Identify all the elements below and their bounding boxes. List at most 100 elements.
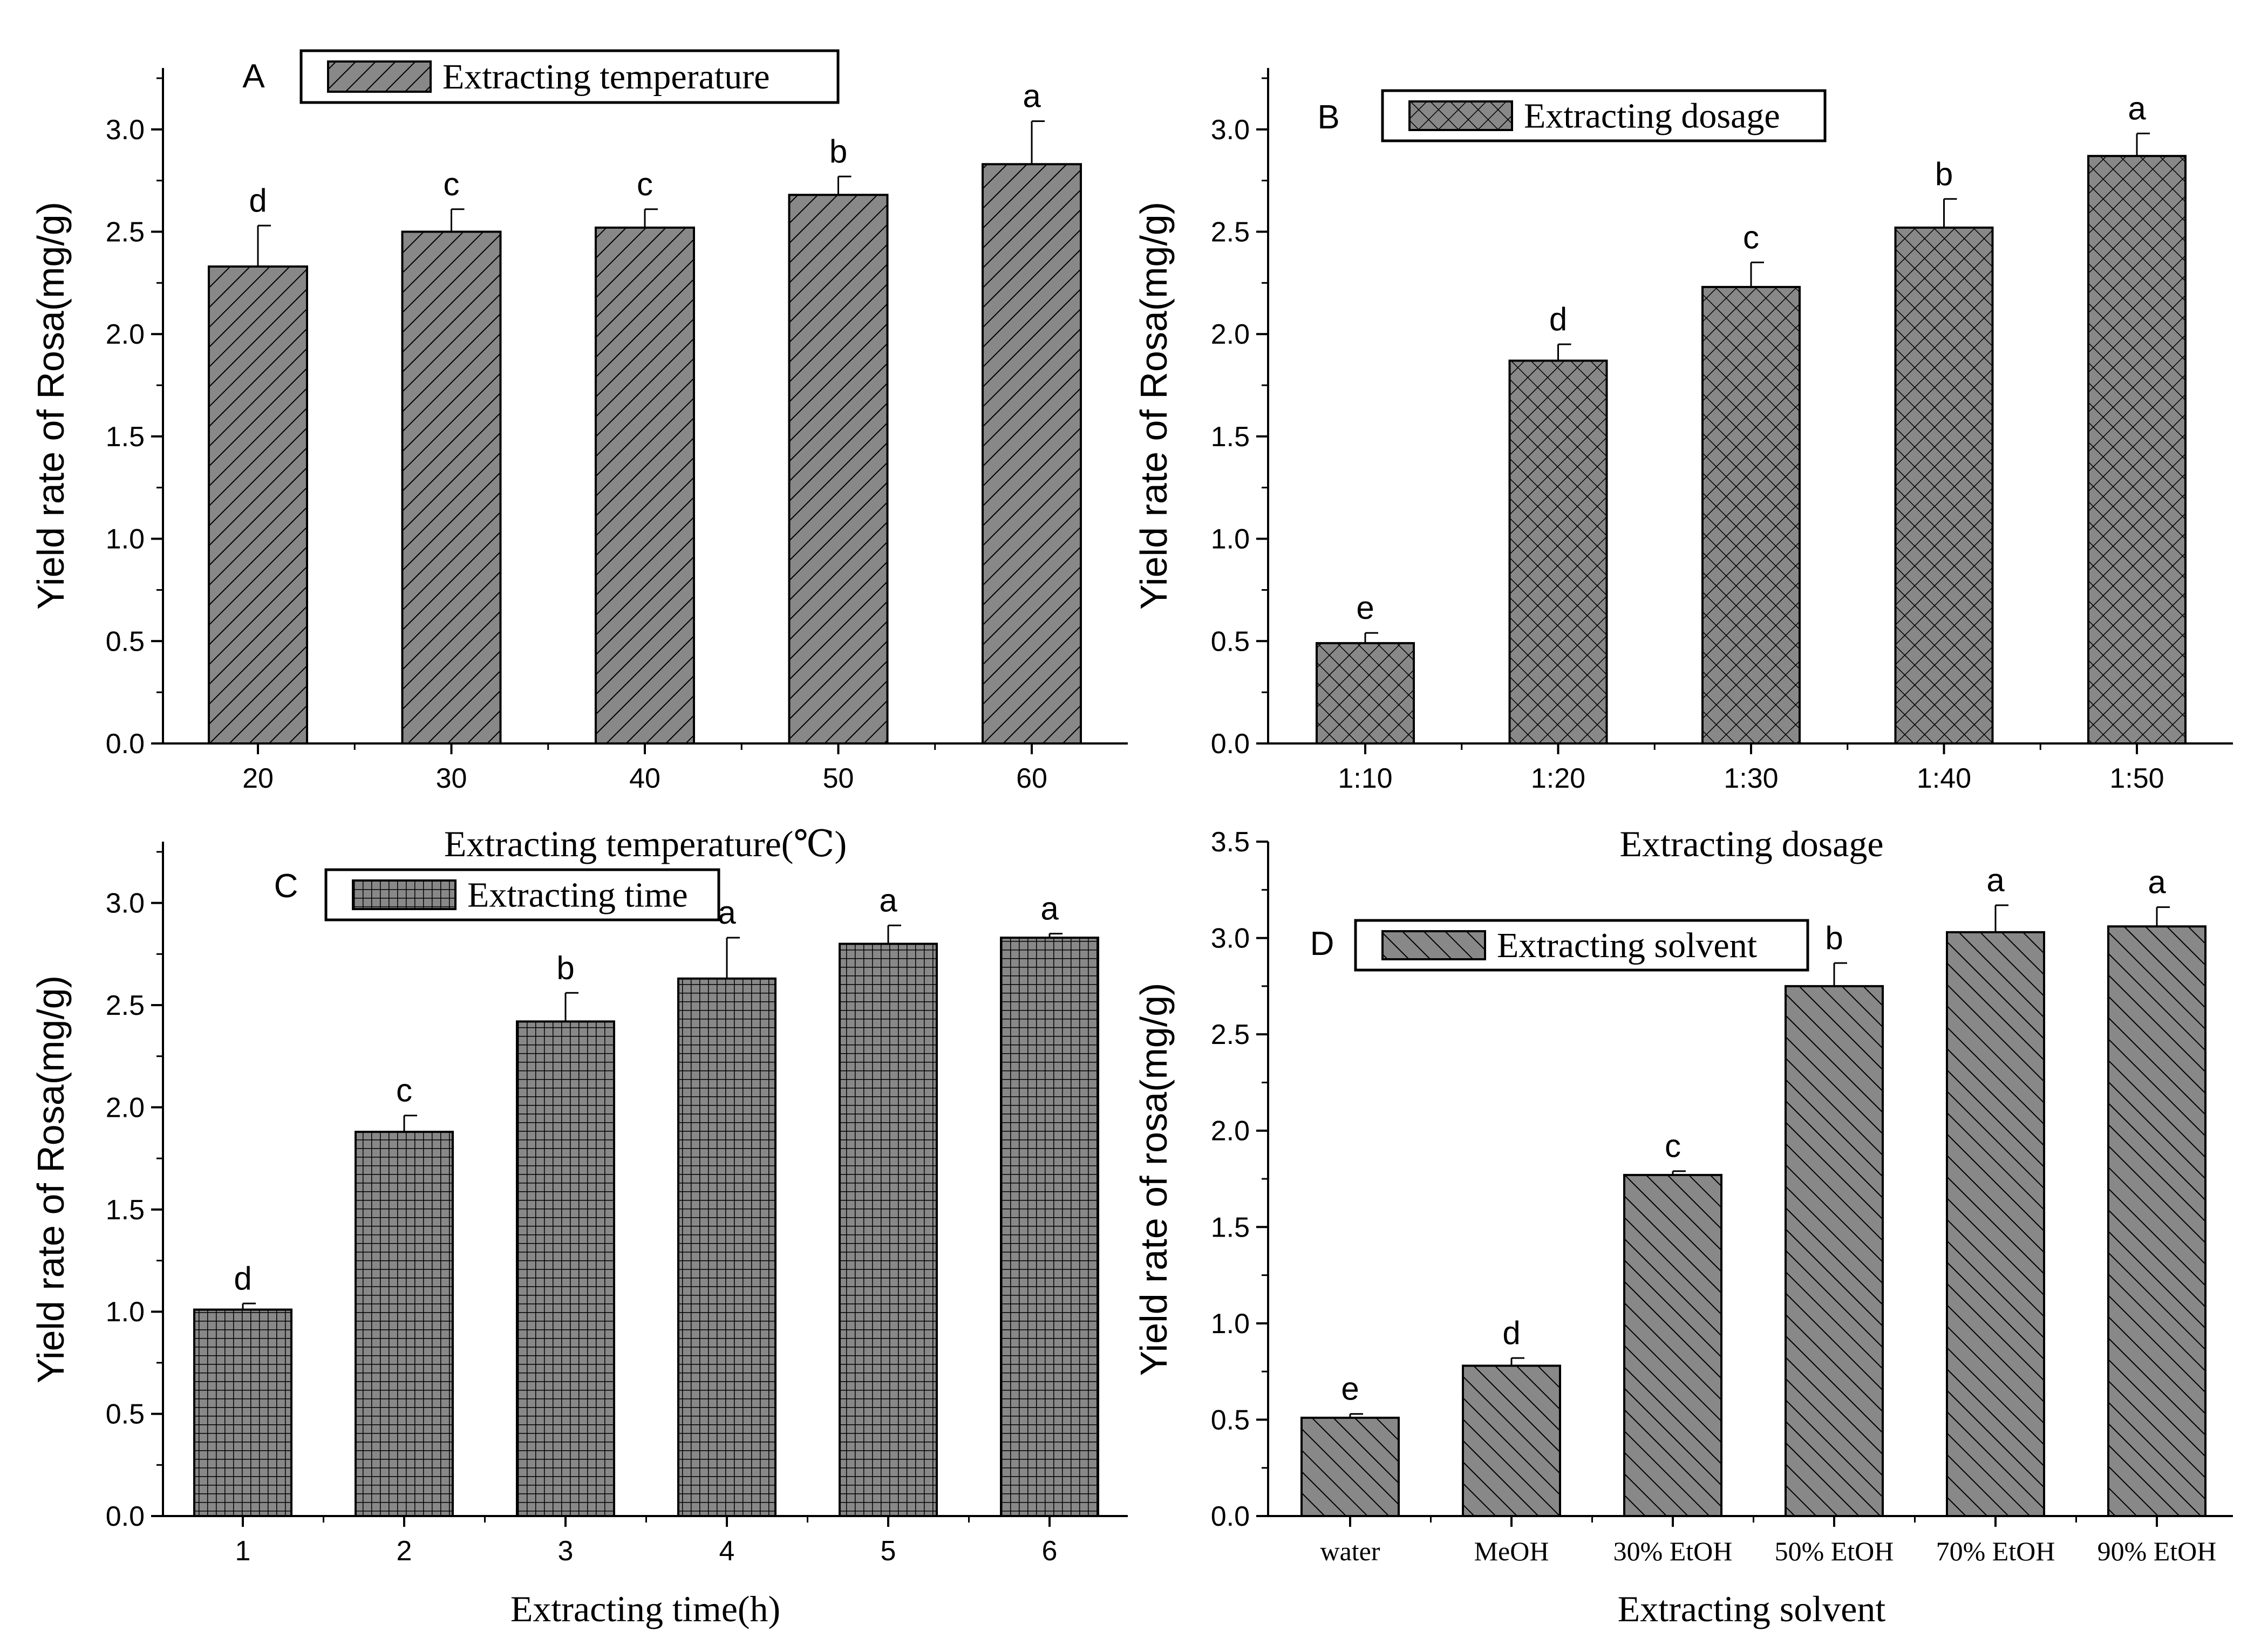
panel-d-y-tick-label-3: 1.5	[1211, 1212, 1250, 1243]
panel-d-legend-label: Extracting solvent	[1497, 926, 1757, 965]
panel-c-chart: d c b a a a 0.0 0.5 1.0 1.5 2.0 2.5 3.0 1 2 3 4 5 6 Extra…	[30, 842, 1128, 1629]
panel-d-significance-label-0: e	[1341, 1371, 1359, 1407]
panel-d-bar-0	[1300, 1416, 1400, 1518]
panel-b-bars: e d c b a	[1316, 90, 2187, 745]
panel-d-y-tick-label-1: 0.5	[1211, 1404, 1250, 1436]
panel-d-x-axis-title: Extracting solvent	[1618, 1588, 1886, 1629]
panel-c-x-tick-label-0: 1	[235, 1535, 251, 1567]
panel-d-significance-label-5: a	[2148, 864, 2166, 900]
panel-d-significance-label-3: b	[1825, 920, 1843, 956]
panel-b-legend-swatch	[1408, 100, 1513, 131]
panel-b-y-tick-label-1: 0.5	[1211, 626, 1250, 657]
panel-a-letter: A	[242, 58, 265, 95]
panel-d-y-tick-label-0: 0.0	[1211, 1501, 1250, 1532]
panel-b-bar-3	[1894, 226, 1994, 745]
panel-a-y-tick-label-0: 0.0	[106, 728, 145, 760]
panel-d-x-tick-label-1: MeOH	[1474, 1536, 1549, 1566]
panel-d-x-tick-label-2: 30% EtOH	[1613, 1536, 1733, 1566]
panel-d-y-tick-label-6: 3.0	[1211, 923, 1250, 954]
panel-a-significance-label-0: d	[249, 182, 267, 219]
panel-a-legend-label: Extracting temperature	[442, 57, 770, 97]
panel-c-legend-swatch	[352, 879, 457, 910]
panel-c-x-tick-label-5: 6	[1042, 1535, 1058, 1567]
panel-b-x-tick-label-2: 1:30	[1724, 763, 1778, 794]
panel-a-x-tick-label-0: 20	[242, 763, 274, 794]
panel-c-bar-5	[1000, 937, 1099, 1517]
panel-c-significance-label-2: b	[556, 950, 574, 986]
panel-b-bar-2	[1701, 285, 1801, 745]
panel-d-y-tick-label-2: 1.0	[1211, 1308, 1250, 1340]
panel-c-axes: 0.0 0.5 1.0 1.5 2.0 2.5 3.0 1 2 3 4 5 6	[106, 842, 1128, 1567]
panel-c-y-tick-label-6: 3.0	[106, 888, 145, 919]
panel-c-legend: Extracting time	[324, 868, 720, 921]
panel-a-bar-2	[595, 226, 695, 745]
panel-c-significance-label-3: a	[718, 895, 736, 931]
panel-c-x-tick-label-4: 5	[881, 1535, 896, 1567]
panel-b-y-tick-label-4: 2.0	[1211, 319, 1250, 350]
panel-d-significance-label-1: d	[1502, 1315, 1520, 1351]
panel-b-letter: B	[1317, 99, 1339, 136]
panel-a-significance-label-2: c	[637, 166, 653, 202]
panel-a-y-tick-label-1: 0.5	[106, 626, 145, 657]
panel-d-bars: e d c b a a	[1300, 862, 2206, 1518]
panel-c-significance-label-0: d	[234, 1260, 251, 1296]
panel-c-bar-4	[839, 943, 938, 1517]
panel-a-bar-0	[208, 265, 308, 745]
panel-c-y-axis-title: Yield rate of Rosa(mg/g)	[30, 975, 72, 1383]
panel-b-significance-label-4: a	[2128, 90, 2146, 126]
panel-b-x-tick-label-4: 1:50	[2109, 763, 2164, 794]
panel-b-y-tick-label-6: 3.0	[1211, 114, 1250, 146]
panel-c-y-tick-label-2: 1.0	[106, 1296, 145, 1328]
panel-b-legend: Extracting dosage	[1381, 89, 1827, 142]
panel-d-chart: e d c b a a 0.0 0.5 1.0 1.5 2.0 2.5 3.0 3.5 water MeOH…	[1133, 827, 2233, 1629]
panel-a-significance-label-1: c	[444, 166, 460, 202]
panel-d-y-tick-label-7: 3.5	[1211, 827, 1250, 858]
panel-a-x-tick-label-4: 60	[1016, 763, 1047, 794]
panel-a-axes: 0.0 0.5 1.0 1.5 2.0 2.5 3.0 20 30 40 50 60	[106, 68, 1128, 794]
panel-a-y-tick-label-4: 2.0	[106, 319, 145, 350]
panel-b-y-tick-label-5: 2.5	[1211, 217, 1250, 248]
panel-b-x-tick-label-3: 1:40	[1917, 763, 1971, 794]
panel-c-letter: C	[274, 868, 298, 905]
panel-c-x-tick-label-1: 2	[397, 1535, 412, 1567]
panel-b-x-tick-label-1: 1:20	[1531, 763, 1585, 794]
panel-a-x-tick-label-2: 40	[629, 763, 660, 794]
panel-a-x-tick-label-1: 30	[436, 763, 467, 794]
panel-d-y-axis-title: Yield rate of rosa(mg/g)	[1133, 983, 1175, 1376]
panel-b-significance-label-2: c	[1743, 219, 1759, 255]
panel-c-significance-label-4: a	[879, 882, 897, 918]
panel-c-significance-label-1: c	[396, 1073, 412, 1109]
panel-a-x-tick-label-3: 50	[823, 763, 854, 794]
panel-c-x-axis-title: Extracting time(h)	[510, 1588, 780, 1629]
panel-b-axes: 0.0 0.5 1.0 1.5 2.0 2.5 3.0 1:10 1:20 1:30 1:40 1:5…	[1211, 68, 2233, 794]
panel-c-y-tick-label-3: 1.5	[106, 1194, 145, 1226]
panel-d-x-tick-label-3: 50% EtOH	[1775, 1536, 1894, 1566]
panel-d-legend-swatch	[1381, 930, 1486, 960]
panel-d-bar-1	[1462, 1364, 1561, 1517]
panel-d-x-tick-label-4: 70% EtOH	[1936, 1536, 2055, 1566]
panel-d-x-tick-label-0: water	[1320, 1536, 1380, 1566]
panel-d-bar-2	[1623, 1173, 1722, 1518]
panel-c-bar-2	[516, 1020, 615, 1518]
panel-b-significance-label-1: d	[1549, 301, 1567, 337]
panel-c-y-tick-label-4: 2.0	[106, 1092, 145, 1123]
panel-c-bars: d c b a a a	[193, 882, 1099, 1518]
panel-d-y-tick-label-5: 2.5	[1211, 1019, 1250, 1050]
panel-a-significance-label-4: a	[1023, 78, 1041, 114]
panel-a-legend: Extracting temperature	[299, 49, 840, 104]
panel-a-chart: d c c b a 0.0 0.5 1.0 1.5 2.0 2.5 3.0 20 30 40 50 60 Ex…	[30, 49, 1128, 864]
panel-d-axes: 0.0 0.5 1.0 1.5 2.0 2.5 3.0 3.5 water MeOH 30% EtO…	[1211, 827, 2233, 1566]
panel-a-y-tick-label-5: 2.5	[106, 217, 145, 248]
panel-d-bar-4	[1946, 931, 2045, 1517]
panel-d-y-tick-label-4: 2.0	[1211, 1116, 1250, 1147]
panel-a-bars: d c c b a	[208, 78, 1082, 745]
panel-c-y-tick-label-1: 0.5	[106, 1399, 145, 1430]
panel-a-significance-label-3: b	[829, 133, 847, 169]
panel-a-y-tick-label-2: 1.0	[106, 524, 145, 555]
panel-b-x-axis-title: Extracting dosage	[1619, 823, 1883, 864]
panel-b-y-tick-label-2: 1.0	[1211, 524, 1250, 555]
panel-c-significance-label-5: a	[1040, 890, 1059, 926]
panel-b-bar-0	[1316, 642, 1415, 745]
panel-b-bar-1	[1508, 359, 1608, 745]
